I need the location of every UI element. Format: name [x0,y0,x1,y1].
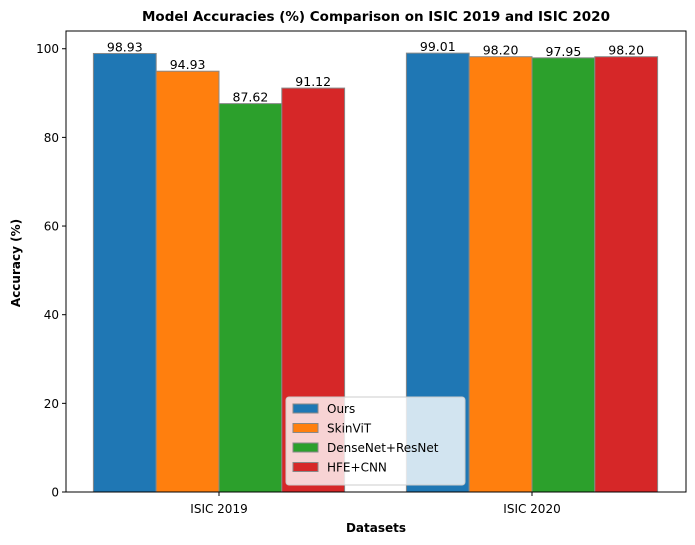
legend-label: DenseNet+ResNet [327,441,439,455]
y-tick-label: 20 [44,397,59,411]
y-tick-label: 0 [51,486,59,500]
data-label: 98.93 [107,39,143,54]
legend-box [285,396,466,486]
bar-densenet-resnet-1 [531,57,596,493]
legend-swatch [292,403,319,414]
data-label: 98.20 [483,43,519,58]
y-tick-label: 80 [44,131,59,145]
y-tick-label: 40 [44,308,59,322]
bar-hfe-cnn-1 [594,56,659,493]
legend-swatch [292,442,319,453]
bar-ours-0 [92,52,157,493]
bar-skinvit-1 [468,56,533,493]
chart-title: Model Accuracies (%) Comparison on ISIC … [142,9,610,25]
data-label: 97.95 [546,44,582,59]
legend-swatch [292,462,319,472]
data-label: 87.62 [233,90,269,105]
plot-frame [65,30,687,493]
legend-label: Ours [327,402,355,416]
legend-label: SkinViT [327,422,372,436]
legend-swatch [292,423,319,433]
data-label: 91.12 [295,74,331,89]
bar-skinvit-0 [155,70,220,493]
data-label: 98.20 [608,43,644,58]
legend-label: HFE+CNN [327,461,387,475]
x-tick-label: ISIC 2020 [503,502,560,516]
x-axis-label: Datasets [346,521,406,535]
axes-layer: 0 20 40 60 80 100 ISIC 2019 ISIC 2020 [36,30,687,516]
bar-densenet-resnet-0 [218,103,283,493]
legend: Ours SkinViT DenseNet+ResNet HFE+CNN [285,396,466,486]
x-tick-label: ISIC 2019 [190,502,247,516]
y-tick-label: 100 [36,42,59,56]
data-label: 99.01 [420,39,456,54]
y-tick-label: 60 [44,220,59,234]
data-label: 94.93 [170,57,206,72]
y-axis-label: Accuracy (%) [9,219,23,307]
